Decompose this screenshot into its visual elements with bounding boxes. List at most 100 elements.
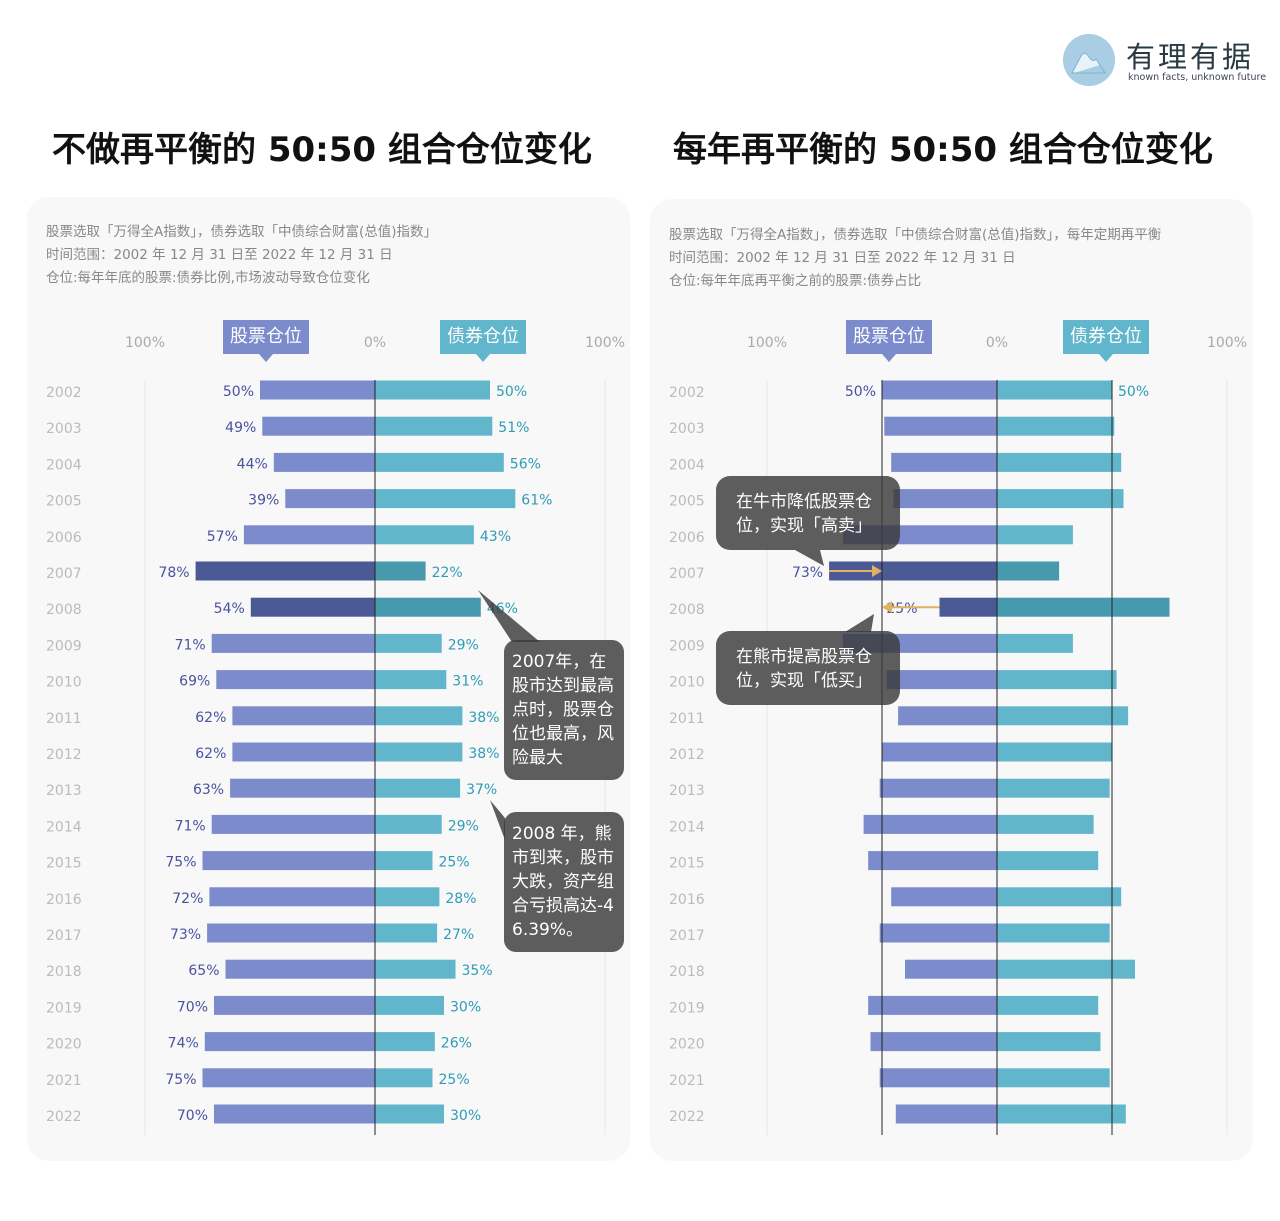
stock-bar bbox=[211, 814, 375, 834]
stock-value-label: 62% bbox=[195, 710, 226, 726]
bond-bar bbox=[375, 525, 474, 545]
stock-bar bbox=[260, 380, 375, 400]
bond-bar bbox=[997, 1104, 1126, 1124]
stock-bar bbox=[195, 561, 375, 581]
year-label: 2005 bbox=[669, 494, 705, 510]
stock-bar bbox=[905, 959, 997, 979]
bond-bar bbox=[375, 670, 447, 690]
stock-value-label: 57% bbox=[207, 529, 238, 545]
stock-value-label: 50% bbox=[223, 384, 254, 400]
year-label: 2008 bbox=[669, 602, 705, 618]
bond-bar bbox=[375, 561, 426, 581]
year-label: 2016 bbox=[46, 892, 82, 908]
bond-bar bbox=[997, 814, 1094, 834]
stock-value-label: 75% bbox=[165, 1072, 196, 1088]
year-label: 2009 bbox=[669, 638, 705, 654]
stock-bar bbox=[886, 670, 997, 690]
year-label: 2022 bbox=[46, 1109, 82, 1125]
stock-value-label: 49% bbox=[225, 420, 256, 436]
bond-bar bbox=[997, 778, 1110, 798]
stock-bar bbox=[207, 923, 375, 943]
bond-value-label: 38% bbox=[468, 746, 499, 762]
bond-bar bbox=[997, 959, 1135, 979]
axis-tick-label: 100% bbox=[125, 335, 165, 351]
stock-bar bbox=[870, 1032, 997, 1052]
stock-bar bbox=[230, 778, 375, 798]
bond-bar bbox=[375, 814, 442, 834]
bond-bar bbox=[375, 416, 493, 436]
bond-value-label: 25% bbox=[439, 855, 470, 871]
stock-bar bbox=[829, 561, 997, 581]
year-label: 2010 bbox=[46, 675, 82, 691]
stock-bar bbox=[202, 851, 375, 871]
bond-value-label: 29% bbox=[448, 637, 479, 653]
bond-value-label: 25% bbox=[439, 1072, 470, 1088]
note-line: 股票选取「万得全A指数」，债券选取「中债综合财富(总值)指数」，每年定期再平衡 bbox=[669, 227, 1162, 243]
bond-value-label: 27% bbox=[443, 927, 474, 943]
bond-value-label: 30% bbox=[450, 1108, 481, 1124]
bond-bar bbox=[375, 995, 444, 1015]
stock-bar bbox=[879, 778, 997, 798]
year-label: 2009 bbox=[46, 638, 82, 654]
bond-bar bbox=[375, 851, 433, 871]
stock-value-label: 54% bbox=[214, 601, 245, 617]
stock-bar bbox=[882, 380, 997, 400]
year-label: 2008 bbox=[46, 602, 82, 618]
bond-bar bbox=[997, 887, 1122, 907]
bond-value-label: 31% bbox=[452, 674, 483, 690]
bond-bar bbox=[997, 525, 1073, 545]
stock-bar bbox=[863, 814, 997, 834]
bond-bar bbox=[997, 561, 1060, 581]
arrow-head-icon bbox=[882, 601, 892, 614]
axis-tick-label: 100% bbox=[747, 335, 787, 351]
stock-bar bbox=[273, 452, 375, 472]
arrow-head-icon bbox=[872, 565, 882, 577]
bond-bar bbox=[375, 923, 438, 943]
stock-bar bbox=[204, 1032, 375, 1052]
stock-bar bbox=[882, 742, 997, 762]
right-chart-title: 每年再平衡的 50:50 组合仓位变化 bbox=[673, 130, 1213, 170]
bond-bar bbox=[997, 1032, 1101, 1052]
stock-bar bbox=[216, 670, 375, 690]
stock-bar bbox=[202, 1068, 375, 1088]
bond-bar bbox=[997, 633, 1073, 653]
year-label: 2015 bbox=[669, 856, 705, 872]
bond-value-label: 46% bbox=[487, 601, 518, 617]
bond-value-label: 29% bbox=[448, 818, 479, 834]
year-label: 2015 bbox=[46, 856, 82, 872]
bond-bar bbox=[375, 887, 440, 907]
year-label: 2013 bbox=[46, 783, 82, 799]
brand-name: 有理有据 bbox=[1126, 40, 1255, 74]
bond-bar bbox=[997, 742, 1112, 762]
note-line: 仓位:每年年底的股票:债券比例,市场波动导致仓位变化 bbox=[46, 270, 370, 286]
note-line: 仓位:每年年底再平衡之前的股票:债券占比 bbox=[669, 273, 922, 289]
bond-value-label: 28% bbox=[445, 891, 476, 907]
bond-value-label: 30% bbox=[450, 999, 481, 1015]
stock-value-label: 78% bbox=[158, 565, 189, 581]
left-chart-notes: 股票选取「万得全A指数」，债券选取「中债综合财富(总值)指数」 时间范围：200… bbox=[46, 221, 437, 290]
year-label: 2002 bbox=[46, 385, 82, 401]
stock-bar bbox=[898, 706, 997, 726]
year-label: 2004 bbox=[669, 457, 705, 473]
stock-value-label: 65% bbox=[188, 963, 219, 979]
stock-bar bbox=[939, 597, 997, 617]
left-stock-legend-tag: 股票仓位 bbox=[223, 320, 309, 362]
stock-bar bbox=[891, 452, 997, 472]
stock-bar bbox=[879, 1068, 997, 1088]
year-label: 2005 bbox=[46, 494, 82, 510]
year-label: 2020 bbox=[669, 1037, 705, 1053]
bond-bar bbox=[375, 1032, 435, 1052]
bond-value-label: 43% bbox=[480, 529, 511, 545]
stock-bar bbox=[214, 995, 375, 1015]
bond-bar bbox=[375, 452, 504, 472]
year-label: 2006 bbox=[46, 530, 82, 546]
year-label: 2021 bbox=[669, 1073, 705, 1089]
year-label: 2007 bbox=[46, 566, 82, 582]
bond-value-label: 56% bbox=[510, 456, 541, 472]
year-label: 2002 bbox=[669, 385, 705, 401]
stock-bar bbox=[209, 887, 375, 907]
stock-bar bbox=[225, 959, 375, 979]
bond-bar bbox=[375, 706, 463, 726]
year-label: 2003 bbox=[46, 421, 82, 437]
